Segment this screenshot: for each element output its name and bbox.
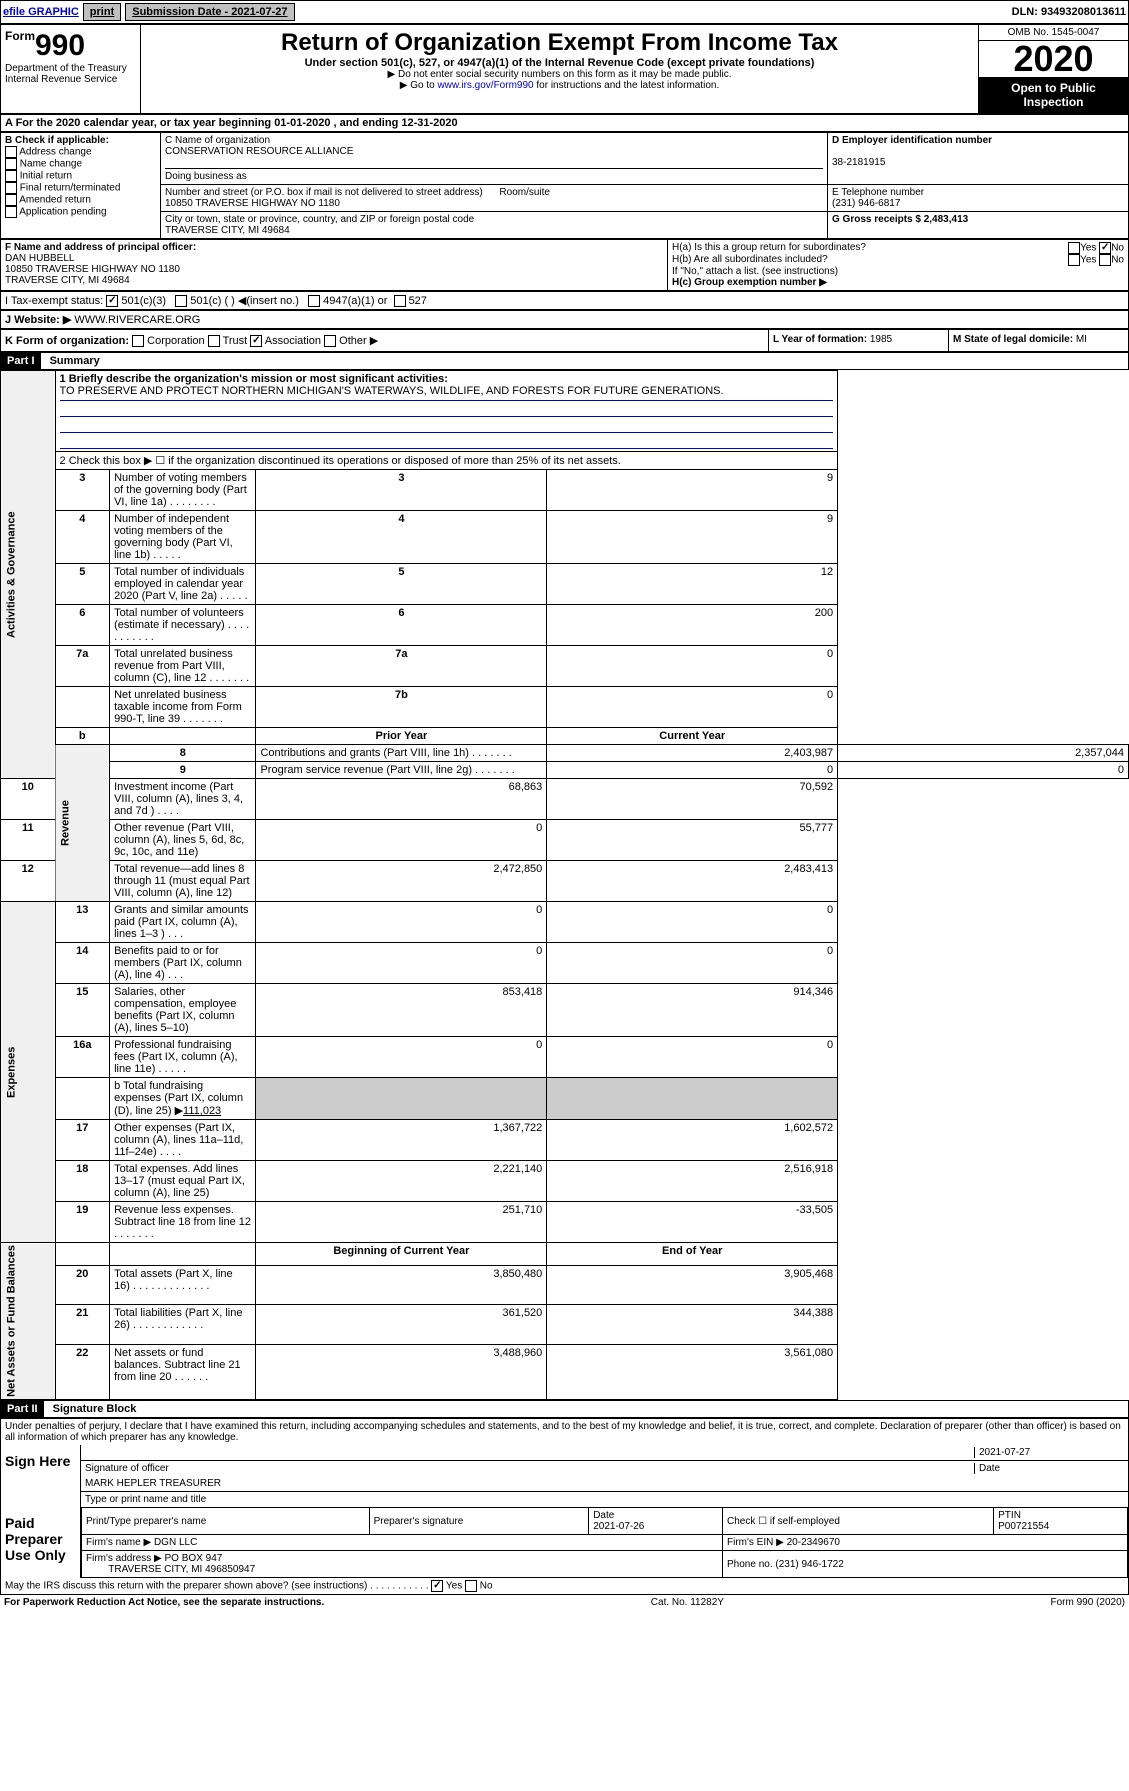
check-assoc[interactable] [250,335,262,347]
form-title: Return of Organization Exempt From Incom… [145,29,974,57]
check-final-return[interactable]: Final return/terminated [5,182,156,194]
officer-addr1: 10850 TRAVERSE HIGHWAY NO 1180 [5,264,180,275]
footer: For Paperwork Reduction Act Notice, see … [0,1595,1129,1610]
column-b-checkboxes: B Check if applicable: Address change Na… [1,133,161,238]
form-subtitle: Under section 501(c), 527, or 4947(a)(1)… [145,57,974,69]
website-row: J Website: ▶ WWW.RIVERCARE.ORG [0,310,1129,329]
sig-date: 2021-07-27 [974,1447,1124,1458]
preparer-table: Print/Type preparer's name Preparer's si… [81,1507,1128,1578]
dept-label: Department of the Treasury [5,63,136,74]
check-name-change[interactable]: Name change [5,158,156,170]
check-501c[interactable] [175,295,187,307]
form-org-cell: K Form of organization: Corporation Trus… [1,330,768,351]
tax-year: 2020 [979,41,1128,77]
header-left: Form990 Department of the Treasury Inter… [1,25,141,113]
row-a-tax-year: A For the 2020 calendar year, or tax yea… [0,114,1129,132]
check-application-pending[interactable]: Application pending [5,206,156,218]
mission-cell: 1 Briefly describe the organization's mi… [55,371,838,452]
gross-receipts-cell: G Gross receipts $ 2,483,413 [828,212,1128,238]
check-b-label: B Check if applicable: [5,135,109,146]
instructions-link[interactable]: www.irs.gov/Form990 [437,80,533,91]
check-address-change[interactable]: Address change [5,146,156,158]
firm-name: DGN LLC [154,1537,197,1548]
form-prefix: Form [5,29,35,43]
address-cell: Number and street (or P.O. box if mail i… [161,185,828,211]
discuss-row: May the IRS discuss this return with the… [1,1578,1128,1594]
vert-net-assets: Net Assets or Fund Balances [1,1243,56,1400]
check-501c3[interactable] [106,295,118,307]
org-address: 10850 TRAVERSE HIGHWAY NO 1180 [165,198,340,209]
efile-link[interactable]: efile GRAPHIC [3,6,79,18]
column-cd: C Name of organization CONSERVATION RESO… [161,133,1128,238]
top-bar: efile GRAPHIC print Submission Date - 20… [0,0,1129,24]
sign-here-label: Sign Here [1,1445,81,1507]
mission-text: TO PRESERVE AND PROTECT NORTHERN MICHIGA… [60,385,834,401]
form-number: 990 [35,29,85,62]
org-phone: (231) 946-6817 [832,198,900,209]
instructions-line: ▶ Go to www.irs.gov/Form990 for instruct… [145,80,974,91]
vert-expenses: Expenses [1,902,56,1243]
state-domicile-cell: M State of legal domicile: MI [948,330,1128,351]
submission-date-button[interactable]: Submission Date - 2021-07-27 [125,3,294,21]
org-name: CONSERVATION RESOURCE ALLIANCE [165,146,353,157]
org-name-cell: C Name of organization CONSERVATION RESO… [161,133,828,184]
print-button[interactable]: print [83,3,121,21]
vert-revenue: Revenue [55,745,110,902]
part2-header: Part II Signature Block [0,1400,1129,1418]
officer-addr2: TRAVERSE CITY, MI 49684 [5,275,130,286]
ein-value: 38-2181915 [832,157,885,168]
header-center: Return of Organization Exempt From Incom… [141,25,978,113]
check-other[interactable] [324,335,336,347]
form-header: Form990 Department of the Treasury Inter… [0,24,1129,114]
officer-name: DAN HUBBELL [5,253,74,264]
perjury-text: Under penalties of perjury, I declare th… [1,1419,1128,1445]
discuss-no[interactable] [465,1580,477,1592]
header-right: OMB No. 1545-0047 2020 Open to PublicIns… [978,25,1128,113]
ptin-value: P00721554 [998,1521,1049,1532]
gross-receipts: 2,483,413 [924,214,969,225]
phone-cell: E Telephone number (231) 946-6817 [828,185,1128,211]
firm-ein: 20-2349670 [787,1537,840,1548]
check-527[interactable] [394,295,406,307]
sig-officer-line[interactable] [85,1447,974,1458]
cat-number: Cat. No. 11282Y [651,1597,724,1608]
pra-notice: For Paperwork Reduction Act Notice, see … [4,1597,324,1608]
check-4947[interactable] [308,295,320,307]
ein-cell: D Employer identification number 38-2181… [828,133,1128,184]
row-klm: K Form of organization: Corporation Trus… [0,329,1129,352]
check-amended-return[interactable]: Amended return [5,194,156,206]
line2-cell: 2 Check this box ▶ ☐ if the organization… [55,452,838,470]
group-return-cell: H(a) Is this a group return for subordin… [668,240,1128,290]
firm-addr1: PO BOX 947 [165,1553,223,1564]
form-footer: Form 990 (2020) [1051,1597,1125,1608]
officer-typed-name: MARK HEPLER TREASURER [85,1478,1124,1489]
signature-block: Under penalties of perjury, I declare th… [0,1418,1129,1595]
irs-label: Internal Revenue Service [5,74,136,85]
website-url: WWW.RIVERCARE.ORG [74,314,200,326]
year-formation-cell: L Year of formation: 1985 [768,330,948,351]
officer-cell: F Name and address of principal officer:… [1,240,668,290]
check-corp[interactable] [132,335,144,347]
check-initial-return[interactable]: Initial return [5,170,156,182]
section-bc: B Check if applicable: Address change Na… [0,132,1129,239]
firm-phone: (231) 946-1722 [775,1559,843,1570]
org-city: TRAVERSE CITY, MI 49684 [165,225,290,236]
dln-text: DLN: 93493208013611 [1012,6,1126,18]
paid-preparer-label: Paid Preparer Use Only [1,1507,81,1578]
city-cell: City or town, state or province, country… [161,212,828,238]
ssn-warning: ▶ Do not enter social security numbers o… [145,69,974,80]
section-fh: F Name and address of principal officer:… [0,239,1129,291]
summary-table: Activities & Governance 1 Briefly descri… [0,370,1129,1400]
tax-status-row: I Tax-exempt status: 501(c)(3) 501(c) ( … [0,291,1129,310]
discuss-yes[interactable] [431,1580,443,1592]
open-public-badge: Open to PublicInspection [979,77,1128,113]
vert-governance: Activities & Governance [1,371,56,779]
check-trust[interactable] [208,335,220,347]
part1-header: Part I Summary [0,352,1129,370]
firm-addr2: TRAVERSE CITY, MI 496850947 [108,1564,255,1575]
